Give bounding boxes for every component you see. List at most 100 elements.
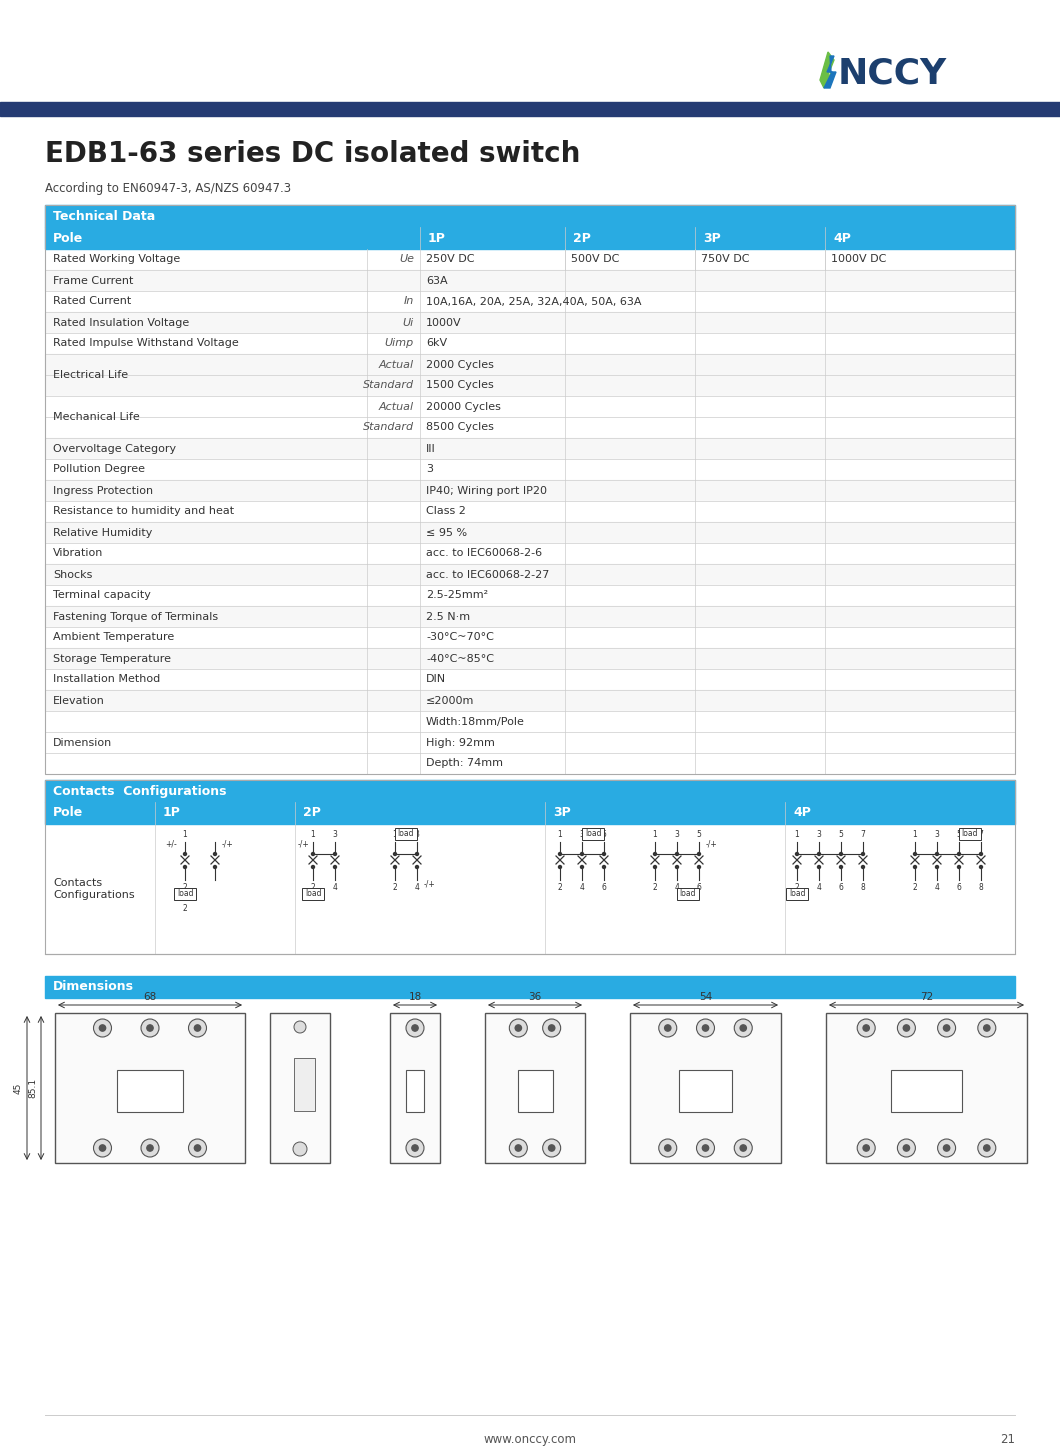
Circle shape xyxy=(703,1145,709,1151)
Bar xyxy=(45,627,1015,649)
Circle shape xyxy=(675,853,678,856)
Text: Technical Data: Technical Data xyxy=(53,210,155,223)
Bar xyxy=(0,101,1060,116)
Text: 2P: 2P xyxy=(573,232,590,245)
Text: Installation Method: Installation Method xyxy=(53,675,160,685)
Bar xyxy=(174,888,196,901)
Text: Contacts  Configurations: Contacts Configurations xyxy=(53,785,227,798)
Text: -40°C~85°C: -40°C~85°C xyxy=(426,653,494,663)
Text: Dimensions: Dimensions xyxy=(53,980,134,993)
Bar xyxy=(45,521,1015,543)
Text: Contacts
Configurations: Contacts Configurations xyxy=(53,877,135,899)
Circle shape xyxy=(936,853,938,856)
Text: Elevation: Elevation xyxy=(53,695,105,705)
Bar xyxy=(45,353,1015,395)
Text: 68: 68 xyxy=(143,992,157,1002)
Circle shape xyxy=(696,1140,714,1157)
Text: Vibration: Vibration xyxy=(53,549,104,559)
Circle shape xyxy=(189,1140,207,1157)
Circle shape xyxy=(559,853,562,856)
Text: 1P: 1P xyxy=(428,232,446,245)
Text: 20000 Cycles: 20000 Cycles xyxy=(426,401,501,411)
Text: +/-: +/- xyxy=(165,840,177,849)
Circle shape xyxy=(312,853,315,856)
Circle shape xyxy=(696,1019,714,1037)
Circle shape xyxy=(795,853,798,856)
Circle shape xyxy=(213,853,216,856)
Text: load: load xyxy=(177,889,193,899)
Text: Resistance to humidity and heat: Resistance to humidity and heat xyxy=(53,507,234,517)
Bar xyxy=(45,501,1015,521)
Text: According to EN60947-3, AS/NZS 60947.3: According to EN60947-3, AS/NZS 60947.3 xyxy=(45,182,292,195)
Bar xyxy=(45,291,1015,311)
Text: Uimp: Uimp xyxy=(385,339,414,349)
Bar xyxy=(270,1014,330,1163)
Bar xyxy=(45,824,1015,954)
Text: Storage Temperature: Storage Temperature xyxy=(53,653,171,663)
Text: Relative Humidity: Relative Humidity xyxy=(53,527,153,537)
Bar xyxy=(45,802,1015,824)
Text: -/+: -/+ xyxy=(705,840,717,849)
Circle shape xyxy=(654,853,656,856)
Circle shape xyxy=(862,866,865,869)
Text: www.onccy.com: www.onccy.com xyxy=(483,1434,577,1447)
Text: load: load xyxy=(305,889,321,899)
Circle shape xyxy=(697,853,701,856)
Text: Ingress Protection: Ingress Protection xyxy=(53,485,153,495)
Bar xyxy=(485,1014,585,1163)
Text: load: load xyxy=(679,889,696,899)
Bar xyxy=(787,888,808,901)
Circle shape xyxy=(510,1019,527,1037)
Text: load: load xyxy=(398,830,414,838)
Bar xyxy=(45,543,1015,565)
Circle shape xyxy=(294,1021,306,1032)
Circle shape xyxy=(735,1140,753,1157)
Text: Mechanical Life: Mechanical Life xyxy=(53,413,140,421)
Text: 2.5-25mm²: 2.5-25mm² xyxy=(426,591,488,601)
Bar xyxy=(406,1070,424,1112)
Circle shape xyxy=(393,853,396,856)
Circle shape xyxy=(840,853,843,856)
Circle shape xyxy=(93,1019,111,1037)
Text: Shocks: Shocks xyxy=(53,569,92,579)
Circle shape xyxy=(515,1025,522,1031)
Circle shape xyxy=(213,866,216,869)
Polygon shape xyxy=(824,56,836,88)
Text: 2: 2 xyxy=(558,883,563,892)
Circle shape xyxy=(515,1145,522,1151)
Circle shape xyxy=(147,1145,153,1151)
Text: 4P: 4P xyxy=(833,232,851,245)
Text: 6: 6 xyxy=(602,883,606,892)
Text: Actual: Actual xyxy=(378,359,414,369)
Text: Rated Working Voltage: Rated Working Voltage xyxy=(53,255,180,265)
Circle shape xyxy=(141,1140,159,1157)
Circle shape xyxy=(189,1019,207,1037)
Text: 6kV: 6kV xyxy=(426,339,447,349)
Circle shape xyxy=(938,1019,956,1037)
Text: 63A: 63A xyxy=(426,275,447,285)
Circle shape xyxy=(141,1019,159,1037)
Bar xyxy=(45,780,1015,954)
Text: 3: 3 xyxy=(816,830,822,838)
Bar xyxy=(679,1070,731,1112)
Text: 500V DC: 500V DC xyxy=(571,255,619,265)
Bar xyxy=(45,206,1015,775)
Circle shape xyxy=(548,1025,554,1031)
Text: 3: 3 xyxy=(935,830,939,838)
Text: 4: 4 xyxy=(333,883,337,892)
Text: load: load xyxy=(789,889,806,899)
Circle shape xyxy=(393,866,396,869)
Bar xyxy=(45,607,1015,627)
Circle shape xyxy=(703,1025,709,1031)
Text: 21: 21 xyxy=(1000,1434,1015,1447)
Text: 2: 2 xyxy=(392,883,398,892)
Text: -/+: -/+ xyxy=(423,879,435,889)
Circle shape xyxy=(735,1019,753,1037)
Polygon shape xyxy=(820,52,834,88)
Text: ≤2000m: ≤2000m xyxy=(426,695,475,705)
Text: Pole: Pole xyxy=(53,807,84,820)
Bar xyxy=(55,1014,245,1163)
Text: 4: 4 xyxy=(580,883,584,892)
Bar xyxy=(45,565,1015,585)
Bar xyxy=(45,459,1015,479)
